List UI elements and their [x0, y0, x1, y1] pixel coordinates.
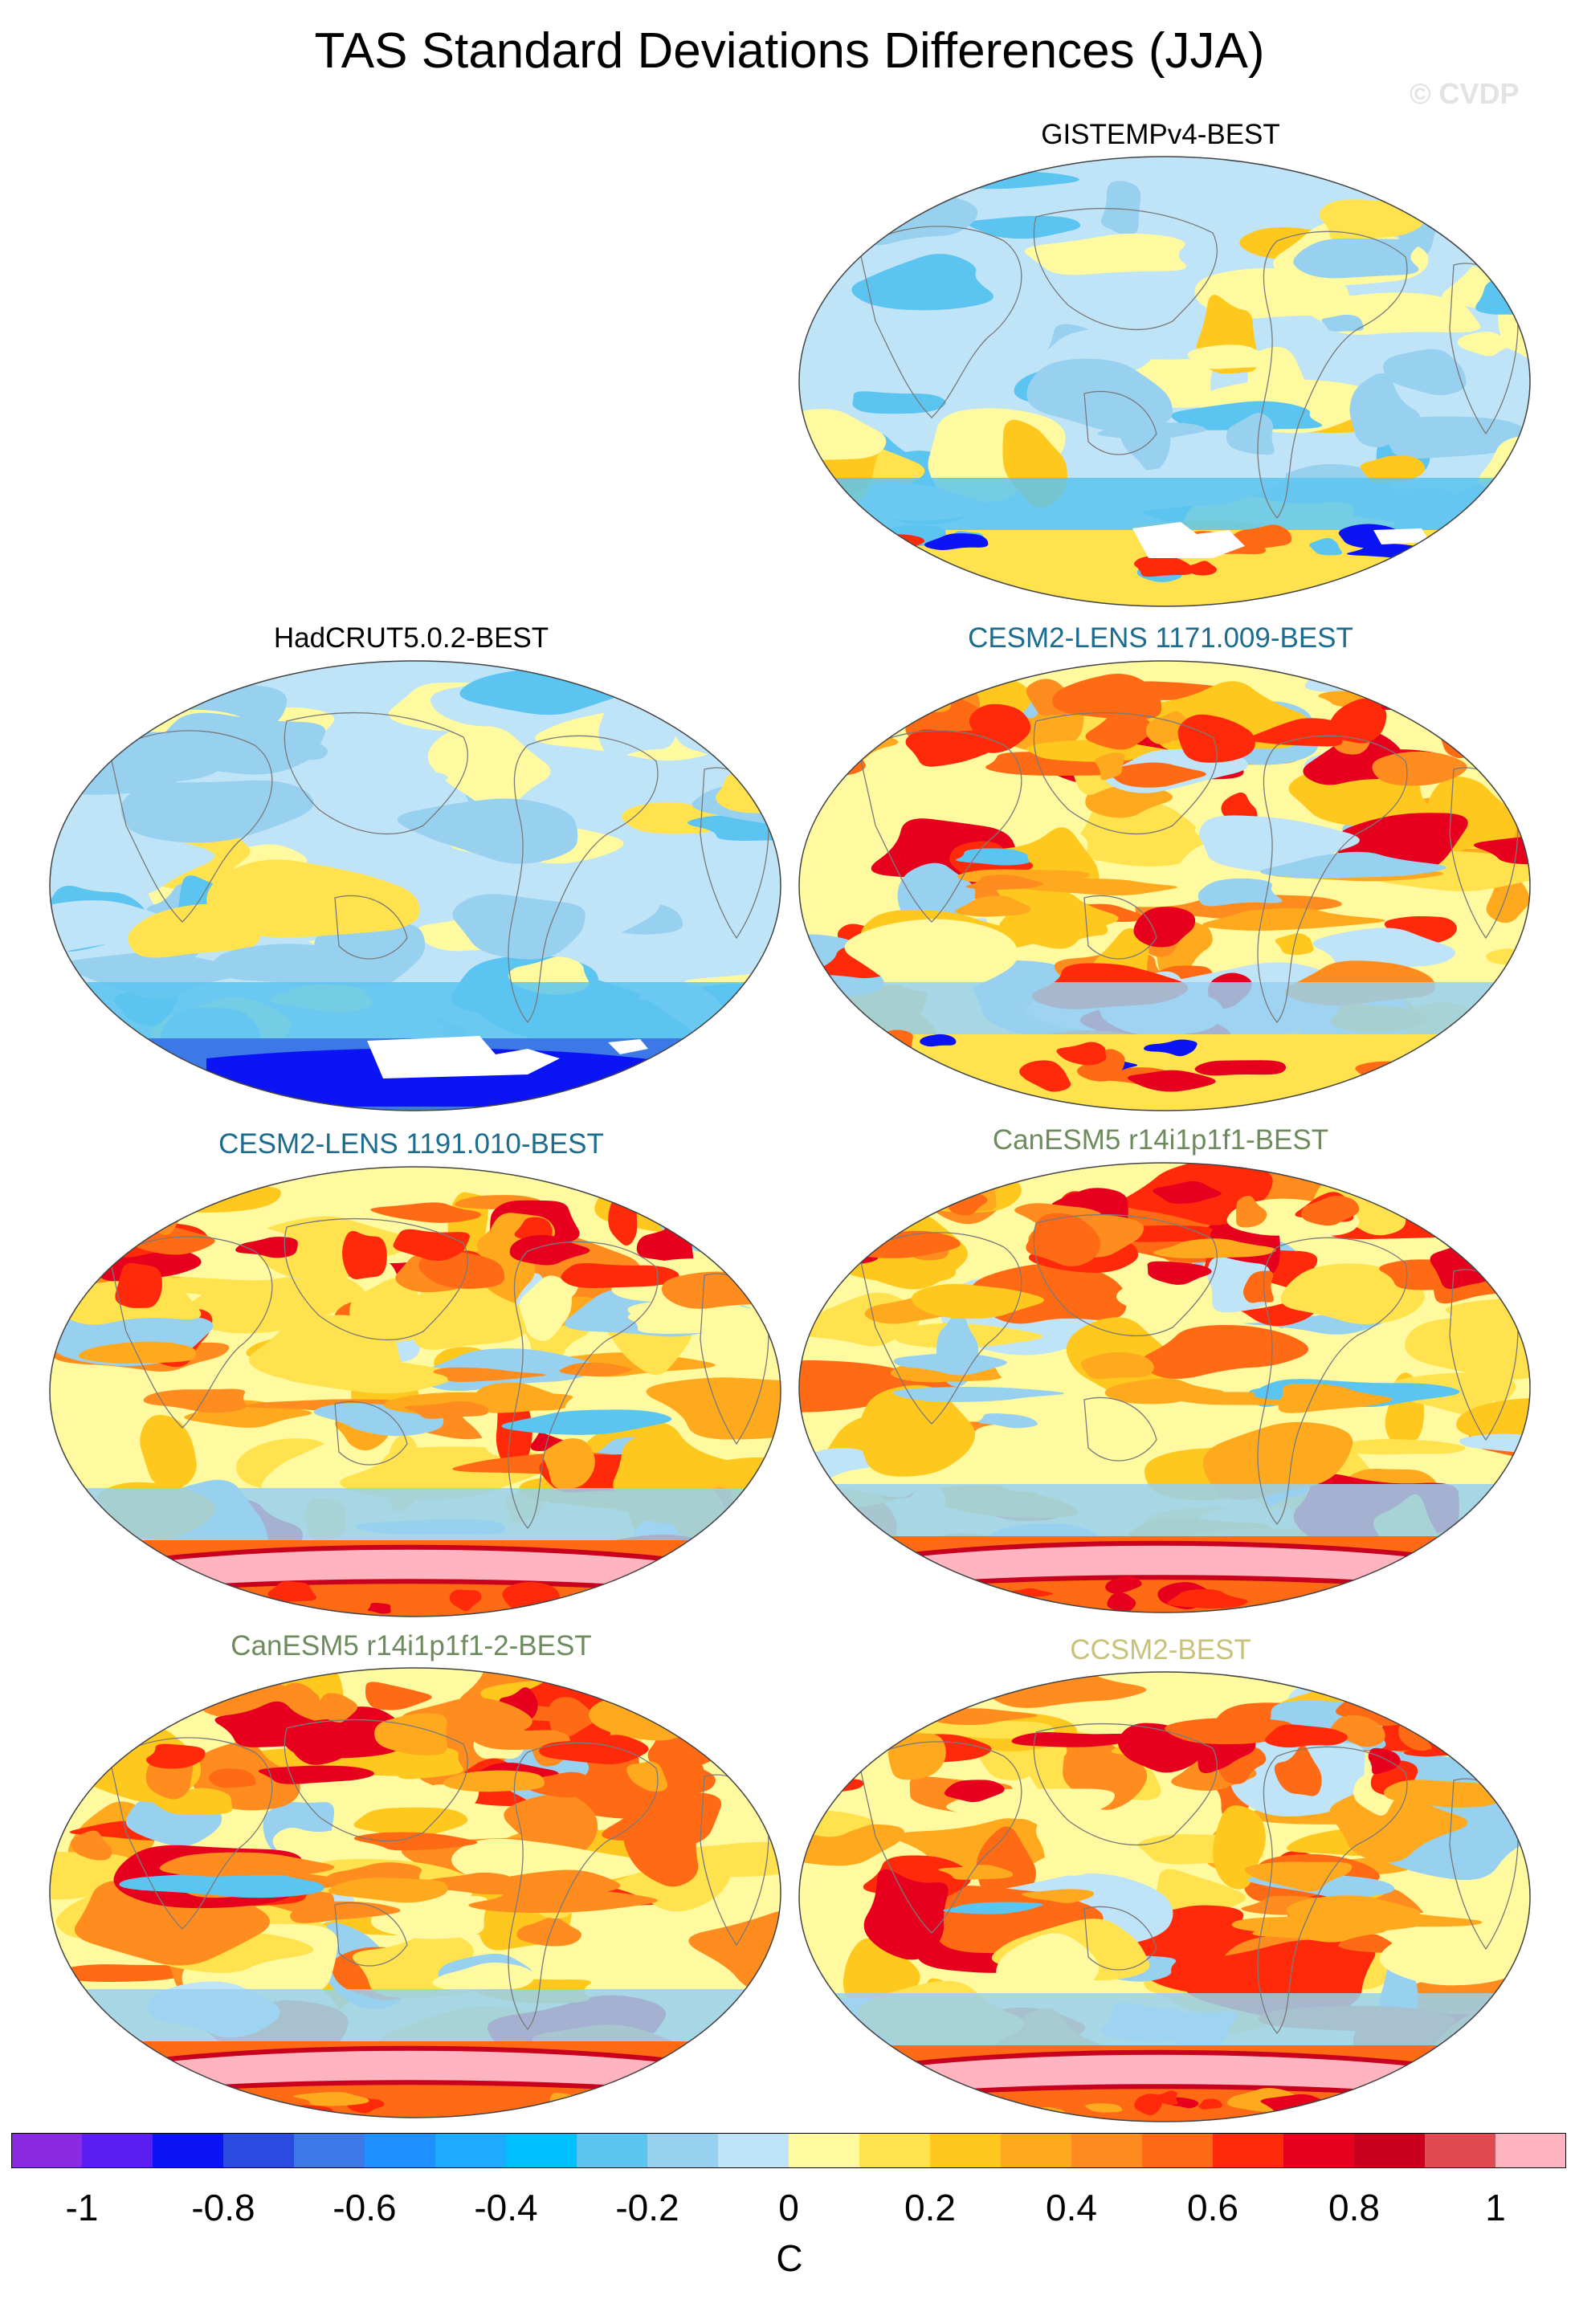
coastline — [109, 730, 273, 923]
colorbar-segment — [1495, 2133, 1566, 2168]
globe-outline — [798, 660, 1531, 1111]
colorbar-segment — [1425, 2133, 1496, 2168]
colorbar-segment — [1283, 2133, 1355, 2168]
colorbar-tick-label: 0.8 — [1328, 2187, 1380, 2228]
coastline — [1083, 1396, 1157, 1462]
coastline — [334, 895, 408, 960]
map-canesm5-2 — [49, 1667, 781, 2118]
colorbar-tick-label: -0.8 — [191, 2187, 255, 2228]
map-ccsm2 — [798, 1671, 1531, 2122]
colorbar-tick-label: -0.2 — [615, 2187, 679, 2228]
globe-outline — [49, 1667, 781, 2118]
coastline — [508, 735, 659, 1024]
coastline — [859, 730, 1022, 923]
coastline — [1083, 1906, 1157, 1971]
coastline — [1083, 390, 1157, 455]
colorbar-segment — [223, 2133, 295, 2168]
globe-outline — [798, 156, 1531, 607]
globe-outline — [798, 1162, 1531, 1613]
figure-title: TAS Standard Deviations Differences (JJA… — [314, 23, 1265, 79]
colorbar-segment — [1142, 2133, 1214, 2168]
coastline — [109, 1236, 273, 1429]
coastline — [1257, 735, 1408, 1024]
coastline — [1033, 207, 1218, 330]
coastline — [1257, 230, 1408, 520]
colorbar-tick-label: 1 — [1485, 2187, 1506, 2228]
colorbar-tick-label: 0.6 — [1187, 2187, 1238, 2228]
colorbar-tick-label: 0.4 — [1046, 2187, 1097, 2228]
cvdp-watermark: © CVDP — [1410, 77, 1520, 110]
colorbar-segment — [1071, 2133, 1143, 2168]
colorbar-segment — [647, 2133, 719, 2168]
coastline — [508, 1742, 659, 2031]
coastline — [109, 1737, 273, 1930]
panel-title-hadcrut: HadCRUT5.0.2-BEST — [273, 622, 549, 654]
coastline — [859, 1232, 1022, 1425]
colorbar-segment — [365, 2133, 436, 2168]
colorbar-segment — [718, 2133, 790, 2168]
coastline — [1257, 1237, 1408, 1526]
coastline — [284, 1217, 468, 1340]
coastline — [284, 711, 468, 834]
coastline — [1083, 895, 1157, 960]
coastline — [1033, 711, 1218, 834]
colorbar-segment — [859, 2133, 931, 2168]
coastline — [859, 1741, 1022, 1934]
panel-title-canesm5-2: CanESM5 r14i1p1f1-2-BEST — [231, 1630, 592, 1661]
coastline — [1033, 1213, 1218, 1336]
colorbar — [11, 2133, 1566, 2168]
colorbar-tick-label: -0.4 — [474, 2187, 538, 2228]
colorbar-units: C — [776, 2237, 803, 2279]
coastline — [284, 1719, 468, 1841]
panel-title-gistemp: GISTEMPv4-BEST — [1041, 119, 1280, 150]
coastline — [1033, 1723, 1218, 1845]
panel-title-canesm5-1: CanESM5 r14i1p1f1-BEST — [992, 1124, 1329, 1156]
panel-title-ccsm2: CCSM2-BEST — [1070, 1634, 1251, 1666]
colorbar-tick-label: 0.2 — [904, 2187, 956, 2228]
colorbar-tick-label: -1 — [65, 2187, 99, 2228]
colorbar-outline — [11, 2133, 1566, 2168]
coastline — [334, 1401, 408, 1466]
coastline — [1257, 1746, 1408, 2035]
coastline — [859, 226, 1022, 418]
colorbar-segment — [1001, 2133, 1072, 2168]
colorbar-segment — [1354, 2133, 1426, 2168]
colorbar-segment — [11, 2133, 83, 2168]
colorbar-segment — [577, 2133, 648, 2168]
colorbar-segment — [435, 2133, 507, 2168]
colorbar-tick-label: 0 — [778, 2187, 799, 2228]
coastline — [508, 1241, 659, 1530]
colorbar-tick-label: -0.6 — [333, 2187, 397, 2228]
map-cesm2-1171 — [798, 660, 1531, 1111]
map-cesm2-1191 — [49, 1166, 781, 1617]
map-hadcrut — [49, 660, 781, 1111]
colorbar-segment — [506, 2133, 577, 2168]
colorbar-segment — [153, 2133, 224, 2168]
globe-outline — [49, 660, 781, 1111]
globe-outline — [49, 1166, 781, 1617]
map-gistemp — [798, 156, 1531, 607]
colorbar-segment — [294, 2133, 365, 2168]
coastline — [334, 1902, 408, 1967]
panel-title-cesm2-1191: CESM2-LENS 1191.010-BEST — [218, 1128, 604, 1160]
colorbar-segment — [82, 2133, 153, 2168]
colorbar-segment — [1213, 2133, 1284, 2168]
colorbar-segment — [789, 2133, 860, 2168]
panel-title-cesm2-1171: CESM2-LENS 1171.009-BEST — [968, 622, 1353, 654]
map-canesm5-1 — [798, 1162, 1531, 1613]
colorbar-segment — [930, 2133, 1002, 2168]
globe-outline — [798, 1671, 1531, 2122]
